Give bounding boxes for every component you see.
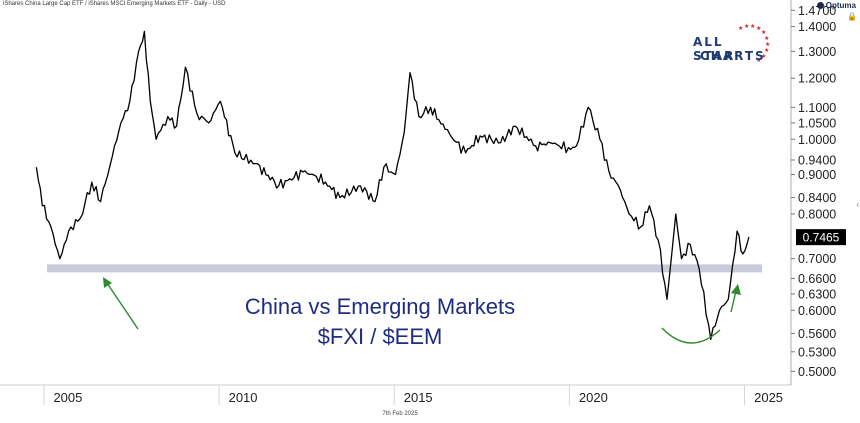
star-ring-icon: ★ ★ ★ ★ ★★★★ ★★ [738, 23, 770, 64]
svg-text:★: ★ [750, 23, 755, 30]
optuma-logo-icon [816, 2, 824, 9]
support-band [47, 264, 762, 273]
series-title: iShares China Large Cap ETF / iShares MS… [3, 1, 226, 7]
chart-date-footer: 7th Feb 2025 [382, 411, 418, 417]
arrow-2005 [103, 277, 139, 330]
collapse-arrow-icon[interactable]: ‹ [856, 200, 859, 209]
y-tick-label: 0.6000 [798, 304, 836, 318]
y-tick-label: 0.6300 [798, 287, 836, 301]
y-tick-label: 0.7000 [798, 252, 836, 266]
svg-text:★: ★ [744, 23, 749, 30]
y-tick-label: 0.5000 [798, 365, 836, 379]
annotation-line-1: China vs Emerging Markets [244, 294, 516, 319]
y-tick-label: 0.9000 [798, 168, 836, 182]
logo-line-2: CHARTS [700, 49, 766, 63]
y-tick-label: 0.5300 [798, 345, 836, 359]
brand-name: Optuma [825, 1, 856, 10]
y-tick-label: 0.9400 [798, 153, 836, 167]
svg-text:★: ★ [761, 53, 766, 60]
brand-label: Optuma [816, 1, 856, 10]
x-tick-label: 2010 [229, 390, 258, 405]
y-tick-label: 1.2000 [798, 72, 836, 86]
y-tick-label: 1.3000 [798, 45, 836, 59]
y-tick-label: 0.8000 [798, 207, 836, 221]
annotation-line-2: $FXI / $EEM [317, 324, 443, 349]
last-price-badge: 0.7465 [796, 229, 846, 246]
y-tick-label: 0.6600 [798, 272, 836, 286]
y-tick-label: 1.1000 [798, 101, 836, 115]
y-tick-label: 0.8400 [798, 191, 836, 205]
x-tick-label: 2015 [404, 390, 433, 405]
y-tick-label: 1.0500 [798, 116, 836, 130]
y-tick-label: 1.4700 [798, 4, 836, 18]
arrow-2025 [730, 284, 741, 313]
svg-text:★: ★ [756, 57, 761, 64]
chart-annotation: China vs Emerging Markets $FXI / $EEM [200, 292, 560, 352]
all-star-charts-logo: ★ ★ ★ ★ ★ ★ ★ ★ ★ ★ ALL STAR CHARTS [688, 22, 770, 68]
lock-icon[interactable]: 🔒 [847, 12, 857, 21]
x-axis-ticks: 2005 2010 2015 2020 2025 [43, 385, 783, 405]
svg-text:★: ★ [761, 29, 766, 36]
y-tick-label: 0.5600 [798, 327, 836, 341]
svg-text:★: ★ [764, 47, 769, 54]
y-tick-label: 1.4000 [798, 20, 836, 34]
logo-line-1: ALL STAR [693, 35, 736, 63]
svg-text:★: ★ [756, 25, 761, 32]
y-tick-label: 1.0000 [798, 133, 836, 147]
x-tick-label: 2025 [754, 390, 783, 405]
svg-text:★: ★ [738, 25, 743, 32]
series-line-fxi-eem [35, 30, 750, 341]
last-price-label: 0.7465 [803, 231, 840, 245]
svg-text:★: ★ [765, 41, 770, 48]
x-tick-label: 2005 [53, 390, 82, 405]
x-tick-label: 2020 [579, 390, 608, 405]
svg-text:★: ★ [764, 35, 769, 42]
bottom-arc [661, 327, 721, 344]
